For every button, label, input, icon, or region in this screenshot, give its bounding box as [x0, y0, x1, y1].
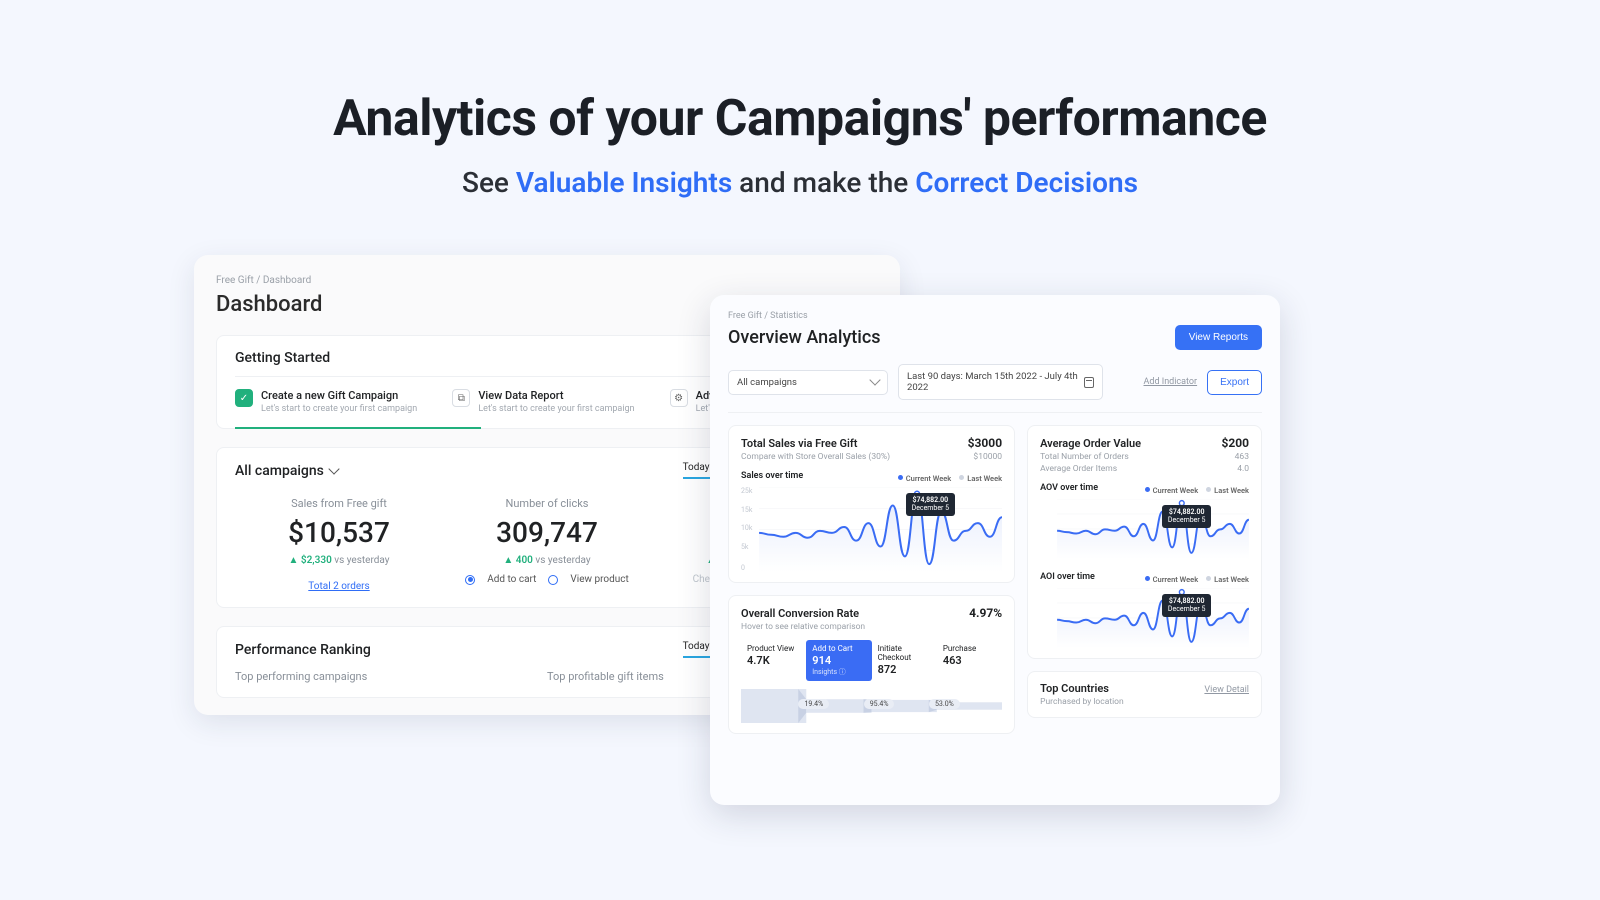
perf-col-1: Top performing campaigns: [235, 670, 547, 683]
funnel-step[interactable]: Initiate Checkout872: [872, 640, 937, 681]
hero-subtitle: See Valuable Insights and make the Corre…: [0, 166, 1600, 199]
funnel-chart: 19.4% 95.4% 53.0%: [741, 689, 1002, 723]
view-detail-link[interactable]: View Detail: [1204, 685, 1249, 695]
tile-value: $200: [1221, 436, 1249, 450]
legend: Current Week Last Week: [898, 474, 1002, 483]
analytics-card: Free Gift / Statistics Overview Analytic…: [710, 295, 1280, 805]
chart-tooltip: $74,882.00 December 5: [1162, 594, 1212, 617]
chart-tooltip: $74,882.00 December 5: [906, 493, 956, 516]
metric: Number of clicks309,747 ▲ 400 vs yesterd…: [443, 497, 651, 593]
page-title: Overview Analytics: [728, 327, 881, 348]
breadcrumb[interactable]: Free Gift / Dashboard: [216, 275, 878, 286]
perf-title: Performance Ranking: [235, 642, 371, 658]
gs-title: Getting Started: [235, 350, 330, 366]
time-tab[interactable]: Today: [683, 641, 710, 658]
tile-title: Average Order Value: [1040, 437, 1141, 450]
chevron-down-icon: [328, 463, 339, 474]
export-button[interactable]: Export: [1207, 370, 1262, 395]
radio[interactable]: [548, 575, 558, 585]
orders-link[interactable]: Total 2 orders: [308, 581, 369, 592]
funnel-step[interactable]: Add to Cart914Insights ⓘ: [806, 640, 871, 681]
date-range-picker[interactable]: Last 90 days: March 15th 2022 - July 4th…: [898, 364, 1103, 400]
tile-title: Overall Conversion Rate: [741, 607, 859, 620]
tile-title: Total Sales via Free Gift: [741, 437, 857, 450]
add-indicator-link[interactable]: Add Indicator: [1144, 377, 1198, 387]
gear-icon: ⚙: [670, 389, 688, 407]
hero-title: Analytics of your Campaigns' performance: [0, 90, 1600, 148]
radio[interactable]: [465, 575, 475, 585]
conversion-tile: Overall Conversion Rate 4.97% Hover to s…: [728, 595, 1015, 734]
aov-tile: Average Order Value $200 Total Number of…: [1027, 425, 1262, 659]
sales-chart: 25k 15k 10k 5k 0 $74,882.00 December 5: [741, 487, 1002, 572]
tile-value: 4.97%: [969, 606, 1002, 620]
view-reports-button[interactable]: View Reports: [1175, 325, 1262, 350]
funnel-step[interactable]: Purchase463: [937, 640, 1002, 681]
calendar-icon: [1084, 377, 1094, 388]
time-tab[interactable]: Today: [683, 462, 710, 479]
total-sales-tile: Total Sales via Free Gift $3000 Compare …: [728, 425, 1015, 583]
metric: Sales from Free gift$10,537 ▲ $2,330 vs …: [235, 497, 443, 593]
chart-tooltip: $74,882.00 December 5: [1162, 505, 1212, 528]
countries-tile: Top Countries View Detail Purchased by l…: [1027, 671, 1262, 718]
aov-chart: $74,882.00 December 5: [1040, 499, 1249, 559]
check-icon: ✓: [235, 389, 253, 407]
campaign-select[interactable]: All campaigns: [728, 370, 888, 395]
gs-item[interactable]: ⧉ View Data ReportLet's start to create …: [452, 389, 641, 414]
aoi-chart: $74,882.00 December 5: [1040, 588, 1249, 648]
chevron-down-icon: [869, 374, 880, 385]
breadcrumb[interactable]: Free Gift / Statistics: [728, 311, 1262, 321]
chart-icon: ⧉: [452, 389, 470, 407]
all-campaigns-select[interactable]: All campaigns: [235, 463, 338, 479]
gs-item[interactable]: ✓ Create a new Gift CampaignLet's start …: [235, 389, 424, 414]
funnel-step[interactable]: Product View4.7K: [741, 640, 806, 681]
tile-value: $3000: [968, 436, 1002, 450]
radio-group[interactable]: Add to cart View product: [453, 574, 641, 585]
